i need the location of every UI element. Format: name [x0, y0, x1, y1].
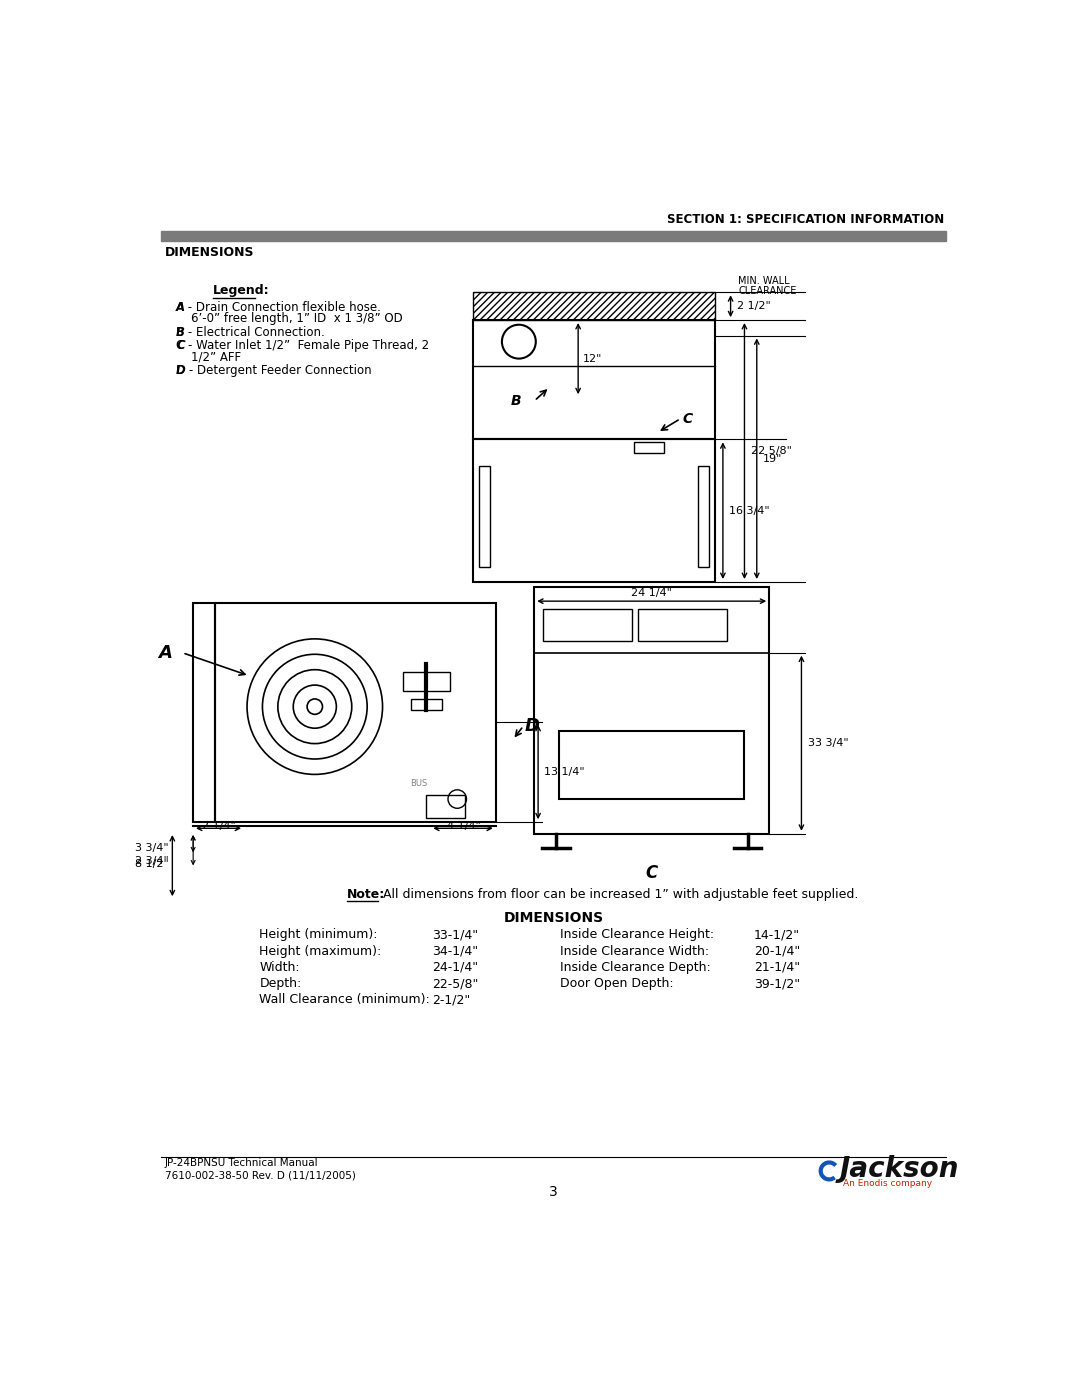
- Text: 20-1/4": 20-1/4": [754, 944, 800, 958]
- Text: B - Electrical Connection.: B - Electrical Connection.: [176, 326, 325, 338]
- Bar: [535, 587, 769, 834]
- Bar: [473, 292, 715, 320]
- Text: 2-1/2": 2-1/2": [432, 993, 470, 1006]
- Bar: [473, 320, 715, 440]
- Bar: [403, 672, 449, 692]
- Text: 6’-0” free length, 1” ID  x 1 3/8” OD: 6’-0” free length, 1” ID x 1 3/8” OD: [176, 313, 403, 326]
- Text: 24 1/4": 24 1/4": [631, 588, 672, 598]
- Text: JP-24BPNSU Technical Manual: JP-24BPNSU Technical Manual: [164, 1158, 319, 1168]
- Text: A: A: [159, 644, 173, 662]
- Text: 8 1/2": 8 1/2": [135, 859, 168, 869]
- Text: All dimensions from floor can be increased 1” with adjustable feet supplied.: All dimensions from floor can be increas…: [379, 887, 859, 901]
- Text: MIN. WALL: MIN. WALL: [739, 277, 789, 286]
- Bar: [638, 609, 727, 641]
- Text: 16 3/4": 16 3/4": [729, 506, 770, 515]
- Text: Jackson: Jackson: [840, 1155, 959, 1183]
- Bar: [193, 602, 215, 823]
- Bar: [161, 231, 946, 240]
- Text: Depth:: Depth:: [259, 977, 301, 990]
- Text: C: C: [645, 865, 658, 883]
- Text: 22-5/8": 22-5/8": [432, 977, 478, 990]
- Bar: [215, 602, 496, 823]
- Text: 2 1/4": 2 1/4": [202, 820, 235, 831]
- Text: 22 5/8": 22 5/8": [751, 446, 792, 455]
- Bar: [427, 795, 465, 819]
- Bar: [699, 467, 710, 567]
- Text: CLEARANCE: CLEARANCE: [739, 286, 797, 296]
- Text: 14-1/2": 14-1/2": [754, 929, 800, 942]
- Text: 2 3/4": 2 3/4": [135, 856, 168, 866]
- Text: 13 1/4": 13 1/4": [544, 767, 585, 777]
- Text: 3 3/4": 3 3/4": [135, 842, 168, 852]
- Text: C: C: [683, 412, 692, 426]
- Text: A: A: [176, 300, 186, 314]
- Text: DIMENSIONS: DIMENSIONS: [503, 911, 604, 925]
- Text: 33 3/4": 33 3/4": [808, 738, 848, 749]
- Text: Height (minimum):: Height (minimum):: [259, 929, 378, 942]
- Bar: [543, 609, 632, 641]
- Text: Width:: Width:: [259, 961, 300, 974]
- Text: Note:: Note:: [347, 887, 386, 901]
- Text: DIMENSIONS: DIMENSIONS: [164, 246, 254, 258]
- Text: 21-1/4": 21-1/4": [754, 961, 800, 974]
- Text: A - Drain Connection flexible hose.: A - Drain Connection flexible hose.: [176, 300, 381, 314]
- Text: D - Detergent Feeder Connection: D - Detergent Feeder Connection: [176, 365, 372, 377]
- Bar: [634, 441, 663, 453]
- Text: BUS: BUS: [410, 780, 428, 788]
- Text: 4 1/4": 4 1/4": [446, 820, 481, 831]
- Text: C: C: [176, 339, 185, 352]
- Bar: [558, 731, 744, 799]
- Text: Inside Clearance Width:: Inside Clearance Width:: [559, 944, 708, 958]
- Text: An Enodis company: An Enodis company: [843, 1179, 932, 1187]
- Text: Inside Clearance Depth:: Inside Clearance Depth:: [559, 961, 711, 974]
- Text: SECTION 1: SPECIFICATION INFORMATION: SECTION 1: SPECIFICATION INFORMATION: [667, 214, 945, 226]
- Text: Inside Clearance Height:: Inside Clearance Height:: [559, 929, 714, 942]
- Text: 34-1/4": 34-1/4": [432, 944, 478, 958]
- Text: 39-1/2": 39-1/2": [754, 977, 800, 990]
- Text: 24-1/4": 24-1/4": [432, 961, 478, 974]
- Text: 2 1/2": 2 1/2": [737, 302, 770, 312]
- Text: D: D: [525, 717, 540, 735]
- Text: B: B: [511, 394, 522, 408]
- Bar: [473, 440, 715, 583]
- Text: 33-1/4": 33-1/4": [432, 929, 478, 942]
- Bar: [478, 467, 489, 567]
- Text: 12": 12": [583, 353, 603, 363]
- Text: Legend:: Legend:: [213, 284, 270, 298]
- Text: 7610-002-38-50 Rev. D (11/11/2005): 7610-002-38-50 Rev. D (11/11/2005): [164, 1171, 355, 1180]
- Text: C - Water Inlet 1/2”  Female Pipe Thread, 2: C - Water Inlet 1/2” Female Pipe Thread,…: [176, 339, 430, 352]
- Text: Door Open Depth:: Door Open Depth:: [559, 977, 673, 990]
- Bar: [411, 698, 442, 711]
- Text: 19": 19": [762, 454, 782, 464]
- Text: 1/2” AFF: 1/2” AFF: [176, 351, 241, 365]
- Text: B: B: [176, 326, 185, 338]
- Text: Height (maximum):: Height (maximum):: [259, 944, 381, 958]
- Text: 3: 3: [549, 1186, 558, 1200]
- Text: Wall Clearance (minimum):: Wall Clearance (minimum):: [259, 993, 430, 1006]
- Text: D: D: [176, 365, 186, 377]
